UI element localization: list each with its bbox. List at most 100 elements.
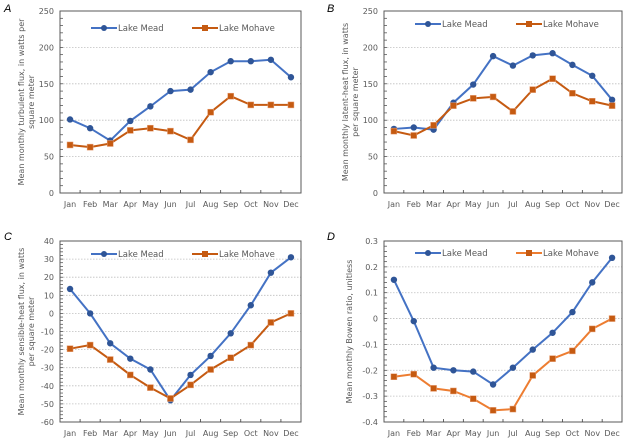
series-line-lake-mead (69, 256, 292, 402)
y-tick-label: 250 (39, 7, 54, 16)
data-point-lake-mohave (207, 366, 214, 373)
data-point-lake-mead (107, 340, 114, 347)
legend-marker-circle (101, 25, 107, 31)
panel-letter: A (3, 3, 11, 15)
x-tick-label: Dec (604, 429, 619, 438)
series-line-lake-mohave (393, 77, 613, 137)
data-point-lake-mead (207, 352, 214, 360)
legend-marker-circle (425, 250, 431, 256)
data-point-lake-mohave (127, 127, 134, 134)
y-tick-label: 100 (363, 116, 378, 125)
y-tick-label: -0.1 (362, 340, 378, 349)
data-point-lake-mohave (167, 395, 174, 402)
x-tick-label: Sep (545, 429, 560, 438)
y-tick-label: 0 (373, 315, 378, 324)
x-tick-label: Jul (507, 200, 518, 209)
y-tick-label: -0.2 (362, 366, 378, 375)
data-point-lake-mohave (390, 373, 398, 380)
data-point-lake-mohave (227, 92, 234, 100)
data-point-lake-mohave (267, 101, 275, 109)
series-line-lake-mead (69, 58, 292, 142)
x-tick-label: May (465, 429, 482, 438)
x-tick-label: Sep (223, 200, 238, 209)
series-line-lake-mohave (393, 317, 613, 412)
panel-letter: C (4, 231, 12, 243)
x-tick-label: Mar (426, 429, 442, 438)
x-tick-label: May (142, 200, 159, 209)
data-point-lake-mead (608, 254, 616, 262)
data-point-lake-mohave (390, 127, 398, 135)
y-tick-label: 0.2 (365, 263, 378, 272)
x-tick-label: Oct (244, 200, 258, 209)
x-tick-label: Nov (584, 200, 600, 209)
data-point-lake-mead (549, 50, 556, 57)
panel-letter: B (327, 3, 334, 15)
x-tick-label: Mar (426, 200, 442, 209)
data-point-lake-mohave (287, 101, 295, 109)
y-tick-label: -30 (41, 364, 54, 373)
x-tick-label: Oct (565, 200, 579, 209)
x-tick-label: Dec (604, 200, 619, 209)
y-tick-label: 0.3 (365, 237, 378, 246)
x-tick-label: Jul (185, 429, 196, 438)
y-tick-label: 100 (39, 116, 54, 125)
data-point-lake-mohave (106, 356, 114, 363)
chart-panel-b: B 0 50 100 150 200 250 Jan Feb Mar Apr May Jun Jul Aug… (327, 3, 623, 209)
data-point-lake-mohave (127, 371, 134, 379)
legend-marker-circle (101, 251, 107, 257)
y-tick-label: -60 (41, 418, 54, 427)
y-tick-label: -0.4 (362, 418, 378, 427)
data-point-lake-mead (589, 279, 596, 286)
x-tick-label: Mar (103, 429, 119, 438)
legend-label: Lake Mohave (543, 20, 599, 30)
series-line-lake-mead (393, 257, 613, 386)
legend-label: Lake Mohave (219, 250, 275, 260)
data-point-lake-mead (127, 355, 134, 362)
data-point-lake-mead (529, 52, 536, 59)
x-tick-label: Feb (83, 200, 97, 209)
data-point-lake-mead (247, 58, 254, 65)
data-point-lake-mead (247, 302, 254, 309)
x-tick-label: Jul (185, 200, 196, 209)
data-point-lake-mohave (589, 98, 596, 105)
data-point-lake-mead (390, 276, 398, 283)
legend-marker-square (202, 25, 208, 31)
y-tick-label: 250 (363, 7, 378, 16)
data-point-lake-mead (489, 381, 497, 388)
data-point-lake-mead (287, 74, 295, 81)
x-tick-label: Sep (223, 429, 238, 438)
data-point-lake-mohave (549, 75, 556, 82)
data-point-lake-mead (267, 269, 275, 276)
series-line-lake-mohave (69, 95, 291, 149)
data-point-lake-mead (509, 364, 517, 371)
data-point-lake-mohave (529, 86, 536, 93)
data-point-lake-mohave (608, 102, 616, 109)
x-tick-label: Feb (407, 429, 421, 438)
y-tick-label: 200 (39, 43, 54, 52)
data-point-lake-mead (549, 329, 556, 336)
y-tick-label: 10 (44, 291, 54, 300)
legend-marker-square (526, 250, 532, 256)
data-point-lake-mohave (509, 108, 517, 115)
data-point-lake-mead (470, 368, 477, 375)
y-tick-label: 20 (44, 273, 54, 282)
data-point-lake-mohave (86, 341, 94, 349)
x-tick-label: Apr (446, 200, 461, 209)
data-point-lake-mohave (430, 385, 437, 392)
x-tick-label: Feb (83, 429, 97, 438)
data-point-lake-mohave (247, 101, 255, 109)
data-point-lake-mohave (569, 347, 576, 355)
x-tick-label: Aug (525, 200, 541, 209)
y-axis-title: Mean monthly sensible-heat flux, in watt… (17, 248, 26, 416)
data-point-lake-mead (589, 72, 596, 79)
data-point-lake-mead (267, 56, 275, 63)
data-point-lake-mohave (147, 384, 154, 391)
data-point-lake-mohave (247, 341, 255, 349)
data-point-lake-mohave (267, 319, 275, 326)
data-point-lake-mohave (549, 355, 556, 362)
x-tick-label: Feb (407, 200, 421, 209)
data-point-lake-mead (147, 366, 154, 373)
x-tick-label: Oct (244, 429, 258, 438)
data-point-lake-mead (207, 68, 214, 76)
data-point-lake-mohave (410, 370, 417, 378)
